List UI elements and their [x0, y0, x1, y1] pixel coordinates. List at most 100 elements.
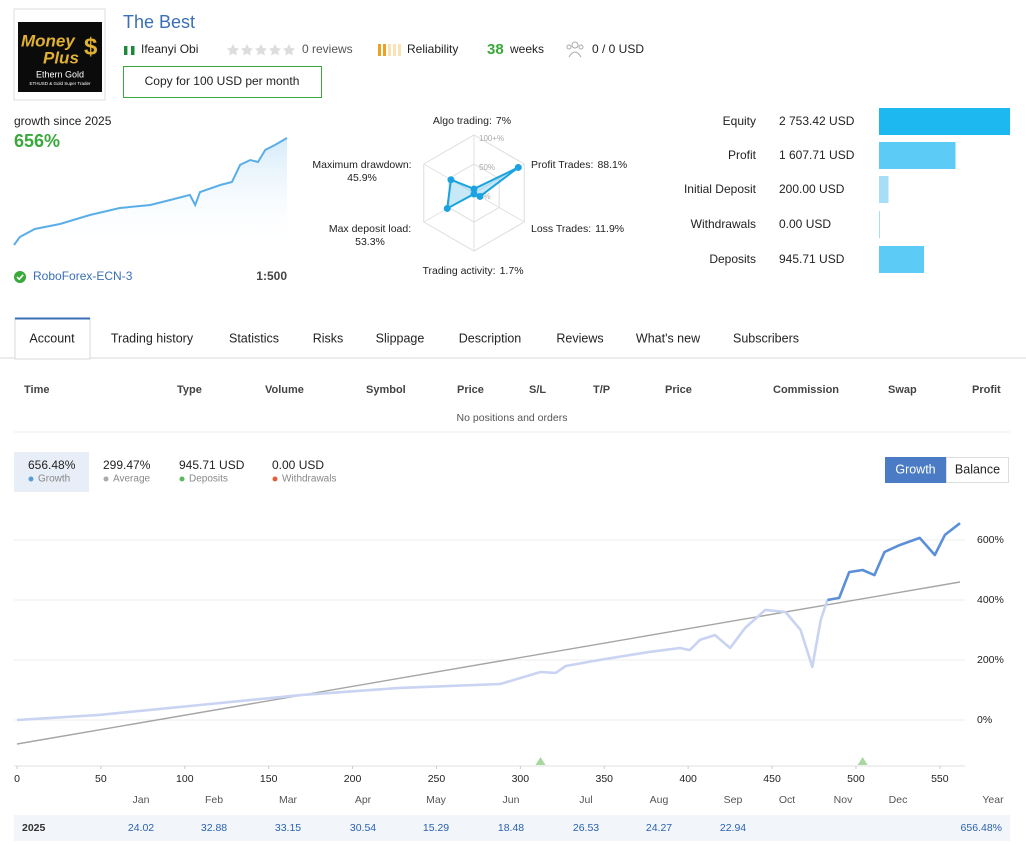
- subscribers: 0 / 0 USD: [592, 42, 644, 56]
- month-value: 22.94: [720, 822, 746, 834]
- column-header: Swap: [888, 384, 917, 396]
- column-header: Time: [24, 384, 49, 396]
- tab[interactable]: Description: [459, 331, 522, 345]
- rating-stars: [227, 44, 295, 56]
- tab[interactable]: Account: [29, 331, 75, 345]
- subscribers-icon: [566, 41, 584, 58]
- reliability: Reliability: [407, 42, 458, 56]
- month-header: Aug: [650, 794, 669, 806]
- tab[interactable]: What's new: [636, 331, 701, 345]
- copy-button-label[interactable]: Copy for 100 USD per month: [145, 74, 300, 88]
- toggle-active[interactable]: [885, 457, 946, 483]
- balance-bar: [879, 211, 880, 238]
- leverage: 1:500: [256, 269, 287, 283]
- reviews[interactable]: 0 reviews: [302, 42, 353, 56]
- month-header: May: [426, 794, 447, 806]
- radar-label: Profit Trades: 88.1%: [531, 159, 627, 171]
- summary-value: 299.47%: [103, 458, 151, 472]
- tab[interactable]: Subscribers: [733, 331, 799, 345]
- radar-value: 88.1%: [597, 159, 627, 171]
- tab-active: [14, 317, 91, 360]
- x-tick-label: 200: [344, 773, 362, 785]
- growth-label: growth since 2025: [14, 114, 112, 128]
- summary-label: Average: [113, 474, 151, 485]
- summary-dot: [28, 476, 34, 482]
- radar-label: Max deposit load:: [329, 223, 411, 235]
- month-header: Jul: [579, 794, 592, 806]
- tab[interactable]: Slippage: [376, 331, 425, 345]
- toggle-inactive[interactable]: [946, 457, 1009, 483]
- radar-value: 45.9%: [347, 172, 377, 184]
- series-line: [827, 522, 961, 602]
- author[interactable]: Ifeanyi Obi: [141, 42, 198, 56]
- balance-bar: [879, 142, 956, 169]
- flag: [127, 45, 132, 56]
- balance-value: 200.00 USD: [779, 182, 845, 196]
- logo: [18, 22, 102, 92]
- weeks-value: 38: [487, 41, 504, 58]
- x-tick-label: 150: [260, 773, 278, 785]
- logo-text: Ethern Gold: [36, 69, 84, 79]
- radar-label-name: Profit Trades:: [531, 159, 593, 171]
- radar-label: Loss Trades: 11.9%: [531, 223, 624, 235]
- column-header: Volume: [265, 384, 304, 396]
- radar-ring-label: 0%: [479, 192, 491, 201]
- balance-bar: [879, 108, 1010, 135]
- summary-value: 945.71 USD: [179, 458, 245, 472]
- flag: [124, 46, 128, 55]
- broker[interactable]: RoboForex-ECN-3: [33, 269, 133, 283]
- tab[interactable]: Statistics: [229, 331, 279, 345]
- balance-value: 1 607.71 USD: [779, 148, 855, 162]
- toggle-label[interactable]: Growth: [895, 462, 935, 476]
- deposit-marker: [857, 757, 868, 765]
- month-header: Feb: [205, 794, 223, 806]
- positions-empty: No positions and orders: [457, 412, 568, 424]
- copy-button[interactable]: [123, 66, 322, 98]
- balance-bar: [879, 176, 889, 203]
- radar-label: Algo trading: 7%: [433, 115, 511, 127]
- radar-point: [514, 163, 522, 171]
- summary-label: Growth: [38, 474, 70, 485]
- month-value: 30.54: [350, 822, 376, 834]
- logo-text: Plus: [43, 48, 79, 67]
- series-line: [16, 599, 829, 722]
- month-header: Oct: [779, 794, 795, 806]
- column-header: S/L: [529, 384, 546, 396]
- radar-point: [470, 185, 478, 193]
- toggle-label[interactable]: Balance: [955, 462, 1000, 476]
- weeks-label: weeks: [509, 42, 544, 56]
- x-tick-label: 300: [512, 773, 530, 785]
- month-row: [14, 815, 1010, 841]
- summary-dot: [103, 476, 109, 482]
- mini-area: [14, 138, 287, 250]
- month-header: Apr: [355, 794, 372, 806]
- balance-label: Deposits: [709, 252, 756, 266]
- row-total: 656.48%: [961, 822, 1002, 834]
- growth-value: 656%: [14, 131, 60, 151]
- column-header: Price: [665, 384, 692, 396]
- radar-value: 53.3%: [355, 236, 385, 248]
- month-header: Jan: [133, 794, 150, 806]
- radar-ring-label: 100+%: [479, 134, 504, 143]
- balance-value: 0.00 USD: [779, 217, 831, 231]
- tab[interactable]: Trading history: [111, 331, 194, 345]
- summary-label: Deposits: [189, 474, 228, 485]
- y-tick-label: 600%: [977, 534, 1004, 546]
- x-tick-label: 550: [931, 773, 949, 785]
- tab[interactable]: Reviews: [556, 331, 603, 345]
- column-header: Symbol: [366, 384, 406, 396]
- month-header: Mar: [279, 794, 298, 806]
- month-value: 33.15: [275, 822, 301, 834]
- x-tick-label: 350: [595, 773, 613, 785]
- signal-title: The Best: [123, 12, 195, 32]
- y-tick-label: 0%: [977, 714, 992, 726]
- radar-label-name: Algo trading:: [433, 115, 492, 127]
- balance-label: Equity: [723, 114, 756, 128]
- mini-line: [13, 137, 288, 246]
- radar-label-name: Trading activity:: [422, 265, 495, 277]
- logo-text: $: [84, 33, 98, 60]
- tab[interactable]: Risks: [313, 331, 344, 345]
